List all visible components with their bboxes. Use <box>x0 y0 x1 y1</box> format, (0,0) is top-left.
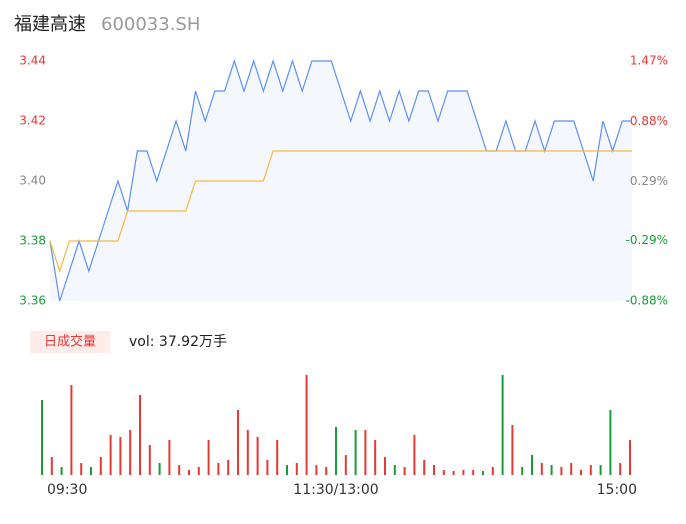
volume-bar <box>589 465 592 475</box>
volume-bar <box>560 467 563 475</box>
stock-code: 600033.SH <box>101 14 200 35</box>
volume-bar <box>472 470 475 475</box>
volume-badge <box>30 331 110 353</box>
volume-bar <box>266 460 269 475</box>
volume-bar <box>619 463 622 475</box>
volume-bar <box>41 400 43 475</box>
volume-bar <box>237 410 239 475</box>
volume-bar <box>325 467 328 475</box>
volume-bar <box>364 430 367 475</box>
volume-bar <box>295 463 298 475</box>
volume-bar <box>256 437 259 475</box>
volume-bar <box>109 435 112 475</box>
y-tick-label: 3.36 <box>19 294 46 308</box>
volume-bar <box>531 455 533 475</box>
volume-bar <box>344 455 347 475</box>
volume-bar <box>550 465 553 475</box>
volume-bar <box>403 467 406 475</box>
stock-name: 福建高速 <box>14 14 86 35</box>
volume-bar <box>335 427 337 475</box>
x-tick-label: 09:30 <box>47 482 87 498</box>
volume-bar <box>119 437 122 475</box>
volume-bar <box>315 465 318 475</box>
volume-bar <box>374 440 377 475</box>
volume-bar <box>540 463 543 475</box>
volume-bar <box>354 430 357 475</box>
volume-bar <box>599 465 602 475</box>
volume-bar <box>158 463 161 475</box>
volume-bar <box>305 375 308 475</box>
volume-bar <box>580 470 582 475</box>
volume-bar <box>207 440 210 475</box>
volume-bar <box>423 460 426 475</box>
volume-bar <box>227 460 230 475</box>
price-line <box>49 59 632 302</box>
volume-bar <box>413 435 416 475</box>
x-tick-label: 15:00 <box>597 482 637 498</box>
volume-bar <box>99 457 102 475</box>
price-line <box>49 150 632 273</box>
y2-tick-label: 0.29% <box>630 174 668 188</box>
volume-bar <box>246 430 249 475</box>
volume-bar <box>433 465 435 475</box>
volume-bar <box>286 465 288 475</box>
y-tick-label: 3.44 <box>19 54 46 68</box>
volume-bar <box>629 440 631 475</box>
volume-bar <box>462 470 465 475</box>
volume-bar <box>384 457 386 475</box>
volume-bar <box>70 385 73 475</box>
x-tick-label: 11:30/13:00 <box>293 482 378 498</box>
volume-bar <box>482 471 484 475</box>
volume-bar <box>521 467 524 475</box>
y2-tick-label: -0.29% <box>626 233 668 247</box>
volume-bar <box>511 425 514 475</box>
volume-bar <box>50 457 53 475</box>
volume-bar <box>90 467 92 475</box>
y-tick-label: 3.38 <box>19 234 46 248</box>
volume-bar <box>80 463 83 475</box>
volume-bar <box>452 471 455 475</box>
volume-bar <box>491 467 494 475</box>
volume-bar <box>276 440 279 475</box>
volume-bar <box>168 440 171 475</box>
volume-bar <box>393 465 396 475</box>
volume-bar <box>60 467 63 475</box>
volume-bar <box>178 465 181 475</box>
volume-bar <box>570 463 573 475</box>
volume-bar <box>188 470 190 475</box>
price-area <box>50 61 632 301</box>
volume-bar <box>609 410 612 475</box>
volume-bar <box>501 375 504 475</box>
y-tick-label: 3.40 <box>19 174 46 188</box>
volume-bar <box>217 463 220 475</box>
volume-bar <box>197 467 200 475</box>
volume-bar <box>139 395 141 475</box>
volume-label: vol: 37.92万手 <box>129 334 227 350</box>
volume-bar <box>129 430 132 475</box>
y2-tick-label: 1.47% <box>630 54 668 68</box>
y2-tick-label: 0.88% <box>630 114 668 128</box>
volume-bar <box>148 445 151 475</box>
y2-tick-label: -0.88% <box>626 294 668 308</box>
volume-title: 日成交量 <box>44 334 96 350</box>
y-tick-label: 3.42 <box>19 114 46 128</box>
volume-bar <box>442 470 445 475</box>
